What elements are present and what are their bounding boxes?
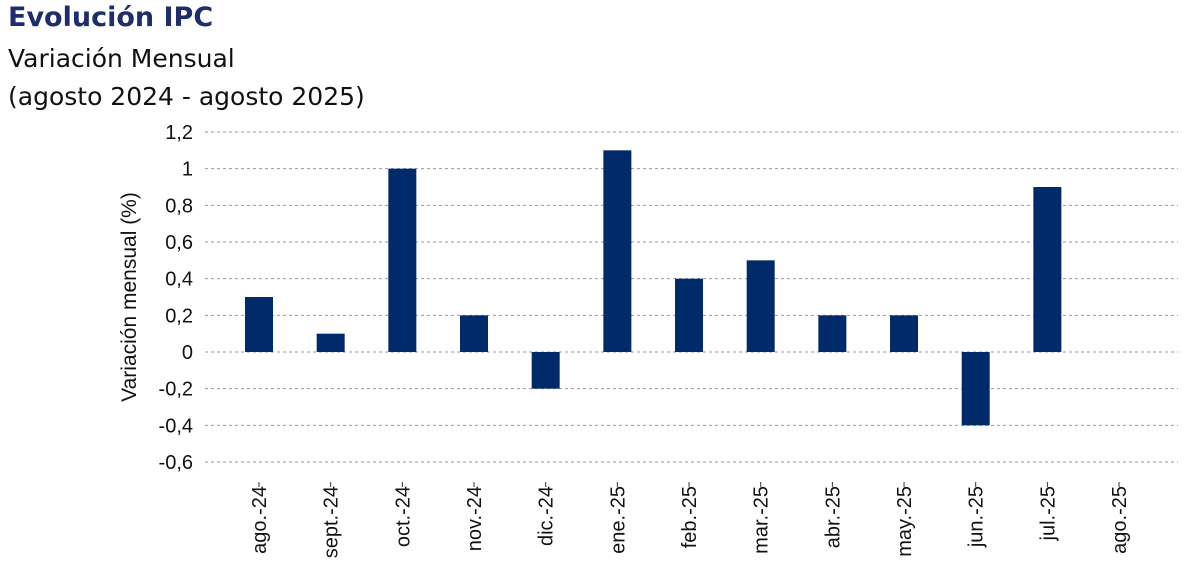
bar (388, 168, 417, 352)
x-axis-ticks: ago.-24 sept.-24 oct.-24 nov.-24 dic.-24 ene.… (249, 482, 1131, 558)
chart-period: (agosto 2024 - agosto 2025) (8, 82, 365, 111)
x-tick-label: oct.-24 (392, 486, 414, 547)
x-tick-label: ago.-24 (249, 486, 271, 554)
bar (460, 315, 489, 352)
x-tick-label: ene.-25 (607, 486, 629, 554)
bar (531, 352, 560, 389)
x-tick-label: may.-25 (894, 486, 916, 557)
x-tick-label: dic.-24 (536, 486, 558, 546)
x-tick-label: abr.-25 (822, 486, 844, 548)
y-tick-label: 0 (182, 342, 193, 364)
chart-title: Evolución IPC (8, 2, 214, 33)
x-tick-label: nov.-24 (464, 486, 486, 551)
x-tick-label: feb.-25 (679, 486, 701, 548)
bar (890, 315, 919, 352)
y-tick-label: 0,2 (165, 305, 193, 327)
y-tick-label: 1 (182, 159, 193, 181)
y-tick-label: -0,2 (159, 379, 193, 401)
chart-subtitle: Variación Mensual (8, 44, 235, 73)
x-tick-label: jun.-25 (966, 486, 988, 548)
y-tick-label: 0,4 (165, 269, 193, 291)
bar (961, 352, 990, 426)
y-axis-ticks: -0,6 -0,4 -0,2 0 0,2 0,4 0,6 0,8 1 1,2 (159, 122, 193, 474)
bar (316, 333, 345, 352)
y-tick-label: -0,6 (159, 452, 193, 474)
bar (603, 150, 632, 352)
x-tick-label: sept.-24 (321, 486, 343, 558)
x-tick-label: jul.-25 (1037, 486, 1059, 541)
bars (245, 150, 1062, 426)
y-tick-label: 0,6 (165, 232, 193, 254)
y-tick-label: -0,4 (159, 415, 193, 437)
y-axis-title: Variación mensual (%) (118, 192, 141, 402)
y-tick-label: 1,2 (165, 122, 193, 144)
bar (675, 278, 704, 352)
x-tick-label: ago.-25 (1109, 486, 1131, 554)
bar (1033, 187, 1062, 352)
y-tick-label: 0,8 (165, 195, 193, 217)
bar (818, 315, 847, 352)
x-tick-label: mar.-25 (751, 486, 773, 554)
bar (245, 297, 273, 352)
bar (746, 260, 775, 352)
